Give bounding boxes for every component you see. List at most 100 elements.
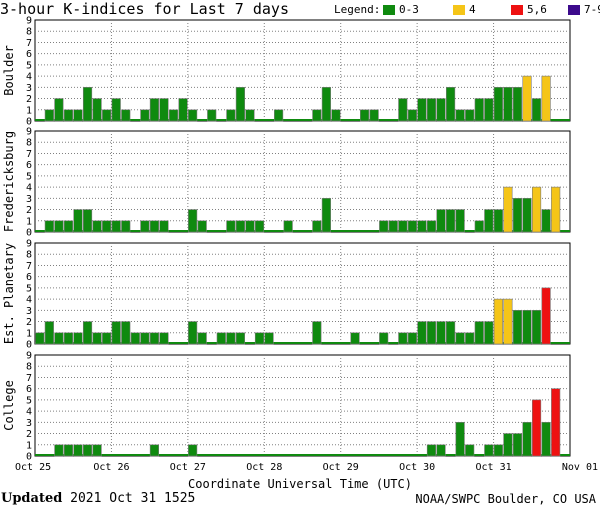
y-tick-label: 8 <box>26 250 32 261</box>
bar-boulder-38 <box>398 98 408 122</box>
bar-boulder-47 <box>484 98 494 122</box>
bar-fredericksburg-41 <box>426 220 437 233</box>
y-tick-label: 4 <box>26 295 32 306</box>
bar-fredericksburg-36 <box>379 220 389 233</box>
bar-est-planetary-13 <box>159 332 169 345</box>
bar-fredericksburg-46 <box>474 220 484 233</box>
bar-est-planetary-40 <box>417 321 427 345</box>
bar-college-4 <box>73 444 83 457</box>
bar-est-planetary-48 <box>493 298 503 345</box>
bar-fredericksburg-30 <box>321 198 331 233</box>
legend-label: Legend: <box>334 3 381 16</box>
y-tick-label: 6 <box>26 160 32 171</box>
bar-boulder-30 <box>321 87 331 122</box>
bar-est-planetary-44 <box>455 332 465 345</box>
y-tick-label: 9 <box>26 16 32 27</box>
bar-fredericksburg-54 <box>551 186 561 233</box>
bar-college-12 <box>149 444 159 457</box>
bar-boulder-6 <box>92 98 102 122</box>
bar-fredericksburg-2 <box>54 220 64 233</box>
bar-fredericksburg-16 <box>188 209 198 233</box>
bar-fredericksburg-43 <box>446 209 456 233</box>
bar-boulder-14 <box>168 109 179 122</box>
y-tick-label: 8 <box>26 362 32 373</box>
bar-boulder-16 <box>188 109 198 122</box>
bar-boulder-11 <box>140 109 150 122</box>
bar-boulder-52 <box>531 98 542 122</box>
bar-est-planetary-20 <box>226 332 236 345</box>
bar-college-44 <box>455 422 465 457</box>
bar-est-planetary-41 <box>426 321 437 345</box>
bar-boulder-4 <box>73 109 83 122</box>
bar-fredericksburg-9 <box>121 220 131 233</box>
bar-fredericksburg-53 <box>541 209 551 233</box>
bar-college-54 <box>551 388 561 457</box>
chart-title: 3-hour K-indices for Last 7 days <box>0 0 289 18</box>
y-tick-label: 9 <box>26 239 32 250</box>
bar-boulder-2 <box>54 98 64 122</box>
y-tick-label: 9 <box>26 351 32 362</box>
bar-college-48 <box>493 444 503 457</box>
bar-fredericksburg-17 <box>197 220 207 233</box>
bar-fredericksburg-20 <box>226 220 236 233</box>
bar-boulder-21 <box>235 87 245 122</box>
bar-est-planetary-8 <box>111 321 121 345</box>
bar-fredericksburg-52 <box>531 186 542 233</box>
bar-fredericksburg-49 <box>503 186 513 233</box>
y-tick-label: 8 <box>26 138 32 149</box>
bar-college-41 <box>426 444 437 457</box>
legend-text-5-6: 5,6 <box>527 3 547 16</box>
legend-swatch-4 <box>453 5 465 15</box>
y-tick-label: 9 <box>26 127 32 138</box>
bar-boulder-8 <box>111 98 121 122</box>
bar-fredericksburg-38 <box>398 220 408 233</box>
bar-fredericksburg-4 <box>73 209 83 233</box>
y-tick-label: 1 <box>26 328 32 339</box>
x-tick-label: Oct 29 <box>323 462 359 473</box>
bar-boulder-35 <box>369 109 379 122</box>
bar-fredericksburg-39 <box>407 220 417 233</box>
bar-fredericksburg-12 <box>149 220 159 233</box>
y-tick-label: 6 <box>26 272 32 283</box>
bar-boulder-1 <box>44 109 54 122</box>
bar-est-planetary-43 <box>446 321 456 345</box>
bar-fredericksburg-21 <box>235 220 245 233</box>
bar-fredericksburg-6 <box>92 220 102 233</box>
bar-est-planetary-42 <box>436 321 446 345</box>
y-tick-label: 0 <box>26 452 32 463</box>
bar-fredericksburg-42 <box>436 209 446 233</box>
x-axis-label: Coordinate Universal Time (UTC) <box>188 477 412 491</box>
kindex-charts: 0123456789Boulder0123456789Fredericksbur… <box>2 16 598 474</box>
bar-fredericksburg-22 <box>245 220 255 233</box>
bar-boulder-42 <box>436 98 446 122</box>
bar-boulder-51 <box>522 75 532 122</box>
y-tick-label: 7 <box>26 149 32 160</box>
bar-est-planetary-50 <box>512 310 523 345</box>
bar-college-47 <box>484 444 494 457</box>
bar-fredericksburg-1 <box>44 220 54 233</box>
bar-college-50 <box>512 433 523 457</box>
bar-est-planetary-17 <box>197 332 207 345</box>
bar-college-52 <box>531 399 542 457</box>
bar-fredericksburg-47 <box>484 209 494 233</box>
legend-swatch-5-6 <box>511 5 523 15</box>
y-tick-label: 1 <box>26 216 32 227</box>
bar-fredericksburg-5 <box>82 209 93 233</box>
x-tick-label: Nov 01 <box>562 462 598 473</box>
bar-boulder-39 <box>407 109 417 122</box>
y-tick-label: 5 <box>26 60 32 71</box>
x-tick-label: Oct 28 <box>246 462 282 473</box>
bar-boulder-13 <box>159 98 169 122</box>
y-tick-label: 8 <box>26 27 32 38</box>
y-tick-label: 5 <box>26 283 32 294</box>
bar-fredericksburg-3 <box>63 220 74 233</box>
bar-fredericksburg-13 <box>159 220 169 233</box>
y-tick-label: 3 <box>26 194 32 205</box>
bar-est-planetary-3 <box>63 332 74 345</box>
updated-label: Updated <box>1 491 63 506</box>
bar-fredericksburg-40 <box>417 220 427 233</box>
y-axis-label-est-planetary: Est. Planetary <box>2 243 16 344</box>
x-tick-label: Oct 30 <box>399 462 435 473</box>
